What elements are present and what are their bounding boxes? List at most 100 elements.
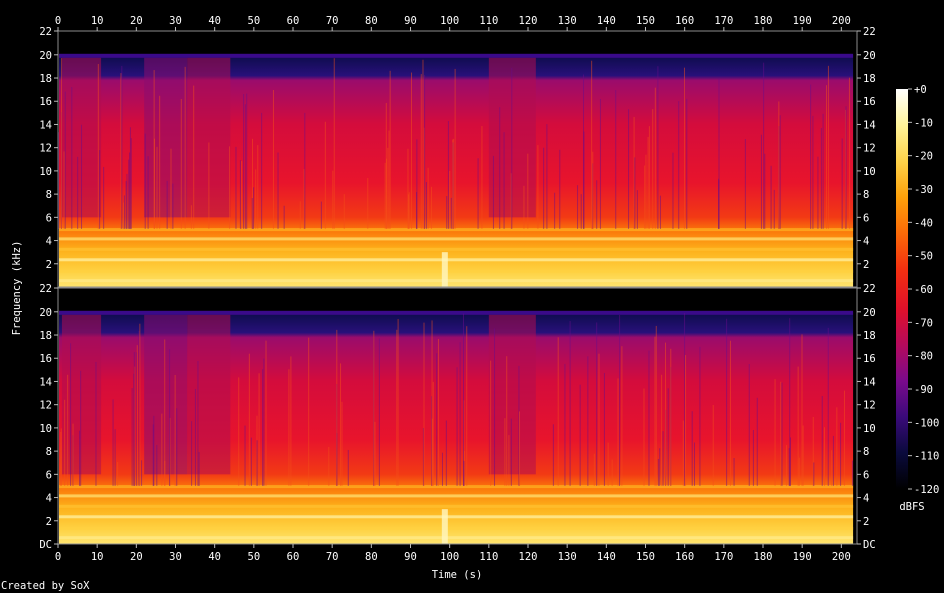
transient-streak (121, 65, 123, 229)
y-tick-label: 4 (46, 236, 52, 248)
y-tick-label: 12 (39, 143, 52, 155)
transient-streak (607, 442, 609, 486)
transient-streak (139, 323, 141, 486)
transient-streak (543, 147, 545, 229)
transient-streak (432, 381, 434, 486)
harmonic-band (59, 258, 854, 262)
transient-streak (685, 355, 687, 486)
transient-streak (537, 145, 539, 229)
transient-streak (256, 440, 258, 486)
transient-streak (437, 338, 439, 486)
colorbar-tick-label: -70 (914, 317, 933, 329)
transient-streak (699, 346, 701, 486)
transient-streak (64, 399, 66, 486)
transient-streak (341, 401, 343, 486)
y-tick-label: 2 (863, 516, 869, 528)
transient-streak (77, 156, 79, 229)
transient-streak (726, 318, 728, 486)
transient-streak (125, 181, 127, 229)
colorbar-tick-label: -50 (914, 251, 933, 263)
transient-streak (659, 195, 661, 229)
plot-frame-top (57, 30, 858, 288)
transient-streak (718, 178, 720, 229)
transient-streak (490, 360, 492, 486)
transient-streak (347, 449, 349, 486)
transient-streak (691, 411, 693, 486)
transient-streak (580, 194, 582, 229)
transient-streak (248, 353, 250, 486)
x-tick-label: 90 (404, 551, 417, 563)
transient-streak (593, 453, 595, 486)
y-tick-label: 20 (863, 50, 876, 62)
transient-streak (126, 173, 128, 229)
transient-streak (817, 156, 819, 229)
x-tick-label: 180 (754, 15, 773, 27)
colorbar-tick-label: -20 (914, 151, 933, 163)
transient-streak (332, 170, 334, 229)
transient-streak (427, 167, 429, 229)
y-tick-label: 10 (39, 166, 52, 178)
y-tick-label: 12 (39, 400, 52, 412)
transient-streak (251, 138, 253, 229)
transient-streak (459, 342, 461, 486)
harmonic-band (59, 247, 854, 251)
transient-streak (579, 384, 581, 486)
colorbar-tick-label: -30 (914, 184, 933, 196)
transient-streak (454, 68, 456, 229)
transient-hotspot (441, 252, 448, 287)
transient-streak (599, 98, 601, 229)
harmonic-band (59, 536, 854, 540)
transient-streak (424, 75, 426, 229)
transient-streak (481, 126, 483, 229)
transient-streak (812, 115, 814, 229)
transient-streak (686, 98, 688, 229)
x-tick-label: 40 (208, 15, 221, 27)
transient-streak (176, 408, 178, 486)
transient-streak (170, 148, 172, 229)
transient-streak (789, 318, 791, 486)
transient-streak (324, 121, 326, 229)
transient-streak (129, 152, 131, 229)
transient-streak (603, 372, 605, 486)
y-tick-label: 10 (39, 423, 52, 435)
transient-streak (265, 340, 267, 486)
transient-streak (764, 153, 766, 229)
x-tick-label: 90 (404, 15, 417, 27)
x-tick-label: 60 (287, 15, 300, 27)
transient-streak (156, 444, 158, 486)
transient-streak (208, 142, 210, 229)
transient-streak (596, 322, 598, 486)
transient-streak (657, 66, 659, 229)
y-tick-label: 14 (39, 376, 52, 388)
transient-streak (774, 379, 776, 486)
transient-streak (277, 152, 279, 229)
transient-streak (244, 104, 246, 229)
transient-streak (499, 107, 501, 229)
transient-streak (144, 133, 146, 229)
colorbar-tick-label: -60 (914, 284, 933, 296)
transient-streak (117, 461, 119, 486)
transient-streak (596, 180, 598, 229)
transient-streak (684, 313, 686, 486)
transient-streak (262, 369, 264, 486)
y-tick-label: 18 (39, 73, 52, 85)
transient-streak (251, 198, 253, 229)
harmonic-band (59, 515, 854, 519)
transient-streak (450, 197, 452, 229)
transient-streak (559, 149, 561, 229)
y-tick-label: 2 (46, 259, 52, 271)
transient-streak (678, 101, 680, 229)
colorbar-tick-label: -10 (914, 117, 933, 129)
transient-streak (763, 62, 765, 229)
transient-streak (652, 109, 654, 229)
x-tick-label: 80 (365, 15, 378, 27)
y-tick-label: 14 (863, 119, 876, 131)
x-tick-label: 10 (91, 15, 104, 27)
transient-streak (798, 457, 800, 486)
transient-streak (272, 90, 274, 229)
transient-streak (504, 418, 506, 486)
y-tick-label: 18 (863, 73, 876, 85)
cutoff-band-top (59, 53, 854, 58)
transient-streak (756, 397, 758, 486)
transient-streak (446, 196, 448, 229)
